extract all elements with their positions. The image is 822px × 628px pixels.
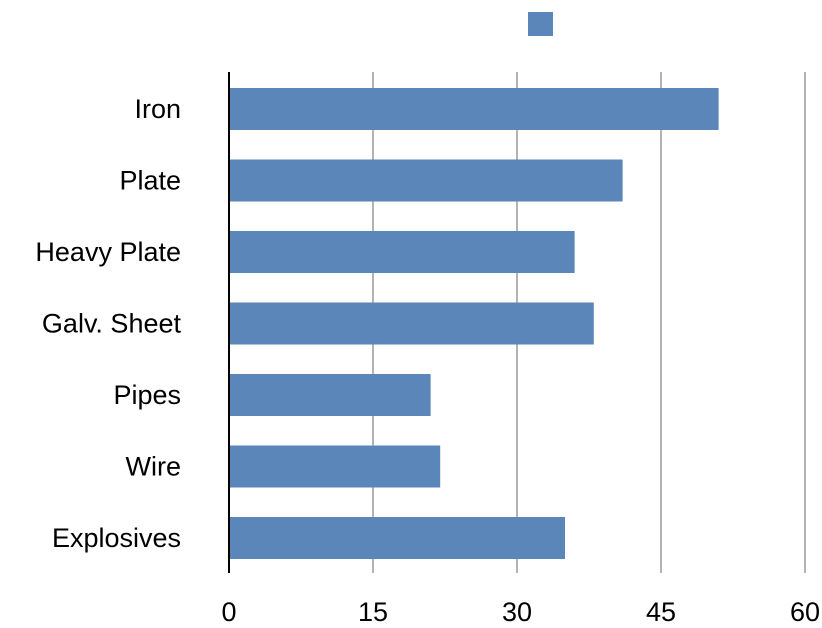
category-label: Heavy Plate bbox=[35, 237, 181, 267]
bar bbox=[229, 88, 719, 130]
bars bbox=[229, 88, 719, 559]
legend-swatch bbox=[528, 12, 553, 36]
x-tick-label: 60 bbox=[790, 597, 820, 627]
x-tick-label: 45 bbox=[646, 597, 676, 627]
category-label: Pipes bbox=[113, 380, 181, 410]
bar bbox=[229, 374, 431, 416]
bar bbox=[229, 302, 594, 345]
category-label: Wire bbox=[126, 452, 182, 482]
x-tick-label: 15 bbox=[358, 597, 388, 627]
category-label: Explosives bbox=[52, 523, 181, 553]
x-tick-label: 0 bbox=[221, 597, 236, 627]
bar bbox=[229, 445, 441, 488]
category-labels: Iron Plate Heavy Plate Galv. Sheet Pipes Wire… bbox=[35, 94, 181, 553]
bar bbox=[229, 517, 565, 559]
x-tick-labels: 0 15 30 45 60 bbox=[221, 597, 820, 627]
category-label: Galv. Sheet bbox=[42, 309, 182, 339]
bar bbox=[229, 159, 623, 202]
category-label: Iron bbox=[134, 94, 181, 124]
bar bbox=[229, 231, 575, 273]
x-tick-label: 30 bbox=[502, 597, 532, 627]
category-label: Plate bbox=[119, 166, 181, 196]
